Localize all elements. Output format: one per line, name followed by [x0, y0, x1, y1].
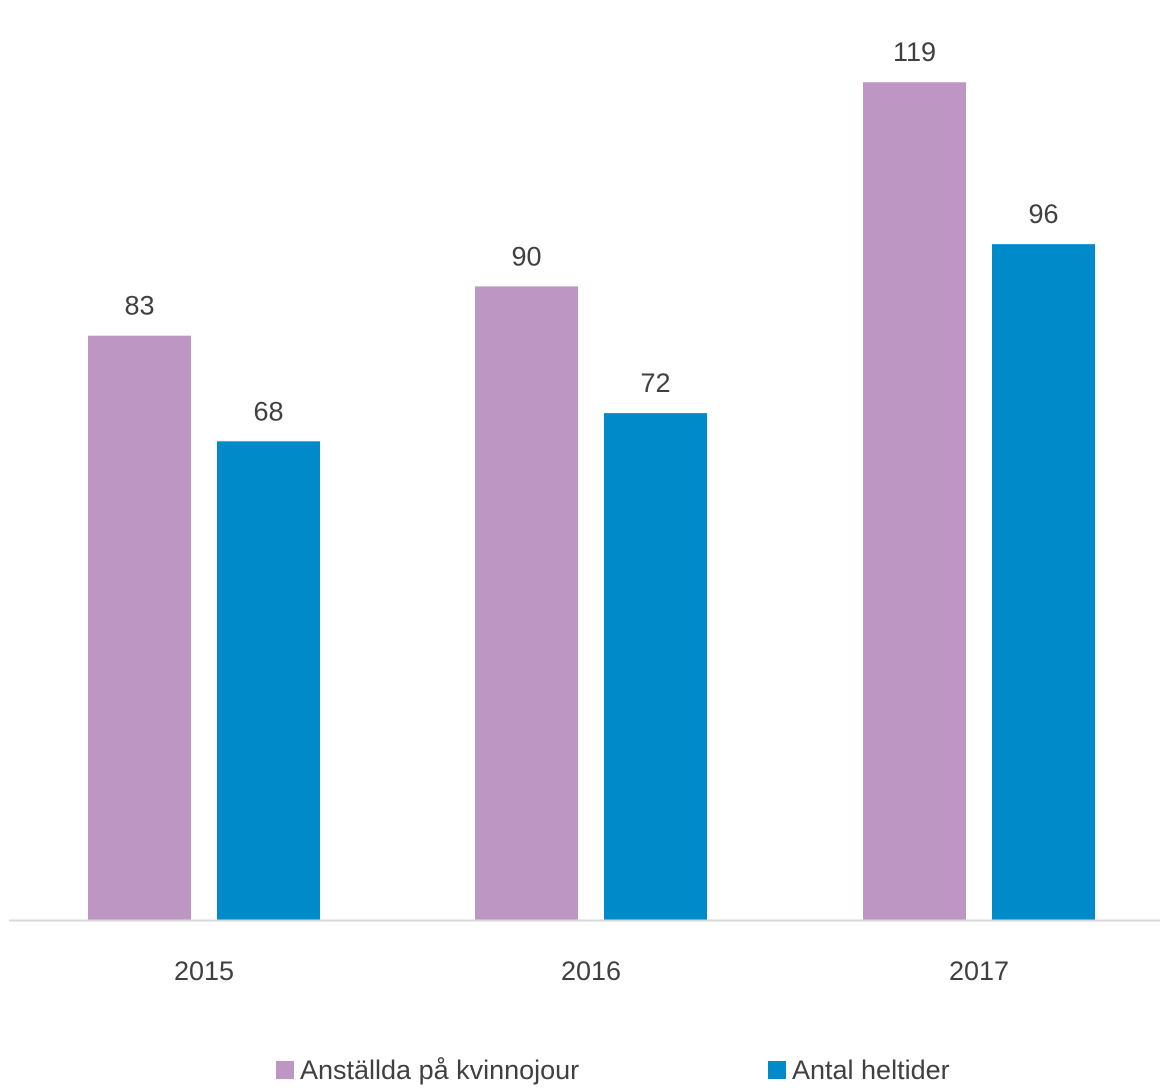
data-label-2017-series-0: 119	[893, 37, 936, 67]
legend-swatch-series-1	[768, 1061, 786, 1079]
legend-item-series-1: Antal heltider	[768, 1053, 950, 1087]
legend-item-series-0: Anställda på kvinnojour	[276, 1053, 579, 1087]
x-tick-label-2016: 2016	[561, 956, 621, 986]
bar-2016-series-0	[475, 286, 578, 920]
x-tick-label-2015: 2015	[174, 956, 234, 986]
data-label-2015-series-0: 83	[124, 291, 154, 321]
bar-2017-series-0	[863, 82, 966, 921]
legend-label-series-0: Anställda på kvinnojour	[300, 1054, 580, 1085]
legend-label-series-1: Antal heltider	[792, 1054, 950, 1085]
legend: Anställda på kvinnojour Antal heltider	[0, 1053, 1160, 1087]
data-label-2016-series-1: 72	[640, 368, 670, 398]
legend-swatch-series-0	[276, 1061, 294, 1079]
bar-2015-series-1	[217, 441, 320, 920]
data-label-2017-series-1: 96	[1028, 199, 1058, 229]
x-tick-label-2017: 2017	[949, 956, 1009, 986]
bar-2015-series-0	[88, 335, 191, 920]
bar-2017-series-1	[992, 244, 1095, 920]
data-label-2015-series-1: 68	[253, 396, 283, 426]
data-label-2016-series-0: 90	[511, 241, 541, 271]
bar-2016-series-1	[604, 413, 707, 920]
